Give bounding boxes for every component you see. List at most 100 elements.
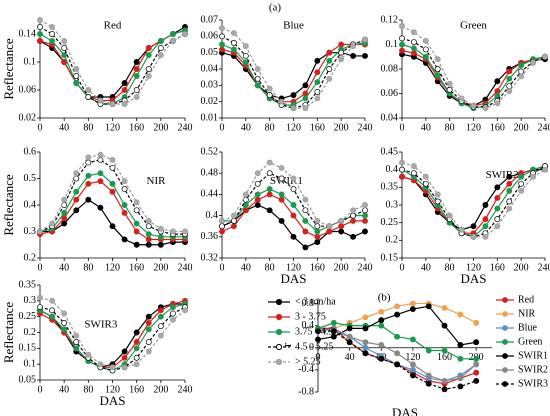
- point: [446, 86, 453, 93]
- point: [254, 170, 261, 177]
- x-tick-label: 200: [153, 262, 168, 273]
- point: [399, 23, 405, 30]
- point: [399, 35, 405, 42]
- point: [61, 196, 68, 203]
- point: [230, 217, 237, 224]
- x-tick-label: 120: [105, 122, 120, 133]
- point: [49, 24, 56, 30]
- point: [425, 372, 432, 379]
- point: [49, 220, 56, 227]
- point: [109, 364, 116, 371]
- x-tick-label: 0: [220, 262, 225, 273]
- point: [457, 311, 464, 318]
- y-tick-label: 0.03: [201, 80, 219, 91]
- y-tick-label: 0.15: [19, 343, 37, 354]
- point: [314, 239, 321, 246]
- point: [290, 92, 297, 99]
- legend-label: SWIR3: [518, 378, 548, 389]
- legend-marker: [275, 343, 283, 351]
- point: [109, 156, 116, 163]
- x-tick-label: 120: [405, 352, 420, 363]
- point: [425, 347, 432, 354]
- point: [422, 37, 429, 44]
- point: [85, 154, 92, 161]
- y-tick-label: 0.35: [19, 279, 37, 290]
- point: [290, 175, 297, 182]
- x-tick-label: 80: [265, 262, 275, 273]
- point: [482, 216, 489, 223]
- point: [97, 361, 104, 368]
- point: [242, 202, 249, 208]
- point: [254, 180, 261, 187]
- legend-marker: [275, 358, 283, 366]
- point: [399, 159, 405, 166]
- x-tick-label: 40: [421, 262, 431, 273]
- point: [230, 30, 237, 37]
- point: [362, 202, 368, 208]
- legend-label: SWIR2: [518, 364, 548, 375]
- point: [378, 322, 385, 329]
- y-tick-label: -0.8: [298, 386, 314, 397]
- point: [219, 46, 225, 53]
- point: [470, 102, 477, 109]
- y-tick-label: 0.02: [201, 96, 219, 107]
- point: [399, 47, 405, 54]
- y-tick-label: 0.1: [386, 39, 399, 50]
- x-tick-label: 40: [59, 122, 69, 133]
- x-axis-label: DAS: [99, 393, 125, 408]
- point: [242, 207, 249, 214]
- y-tick-label: 0.4: [386, 164, 399, 175]
- point: [302, 95, 309, 102]
- x-tick-label: 80: [83, 122, 93, 133]
- y-tick-label: 0.35: [381, 182, 399, 193]
- point: [346, 339, 353, 346]
- y-tick-label: 0.04: [201, 63, 219, 74]
- point: [506, 75, 513, 82]
- y-tick-label: 0.15: [381, 252, 399, 263]
- y-tick-label: 0.5: [24, 173, 37, 184]
- point: [473, 377, 480, 384]
- y-tick-label: 0.04: [381, 112, 399, 123]
- point: [394, 350, 401, 357]
- point: [254, 82, 261, 89]
- point: [362, 344, 369, 351]
- point: [518, 180, 525, 187]
- point: [49, 297, 56, 304]
- point: [145, 52, 152, 58]
- x-tick-label: 160: [490, 262, 505, 273]
- point: [242, 191, 249, 198]
- point: [506, 198, 513, 205]
- x-tick-label: 160: [129, 384, 144, 395]
- point: [470, 233, 477, 240]
- point: [290, 233, 297, 240]
- point: [157, 323, 164, 330]
- x-tick-label: 80: [265, 122, 275, 133]
- point: [157, 45, 164, 51]
- point: [121, 80, 128, 86]
- point: [133, 207, 140, 214]
- point: [482, 202, 489, 208]
- point: [362, 217, 368, 224]
- point: [409, 372, 416, 379]
- point: [326, 66, 333, 72]
- point: [145, 73, 152, 79]
- point: [37, 294, 43, 301]
- point: [338, 223, 345, 230]
- point: [85, 180, 92, 187]
- point: [457, 375, 464, 382]
- point: [346, 333, 353, 340]
- point: [219, 217, 225, 224]
- point: [73, 170, 80, 177]
- point: [157, 225, 164, 232]
- chart-title: SWIR3: [84, 318, 118, 330]
- point: [266, 92, 273, 99]
- point: [457, 355, 464, 362]
- point: [133, 199, 140, 206]
- point: [362, 212, 368, 219]
- point: [133, 73, 140, 79]
- point: [441, 322, 448, 329]
- point: [302, 196, 309, 203]
- point: [121, 186, 128, 193]
- point: [169, 310, 176, 317]
- y-tick-label: 0.8: [302, 298, 315, 309]
